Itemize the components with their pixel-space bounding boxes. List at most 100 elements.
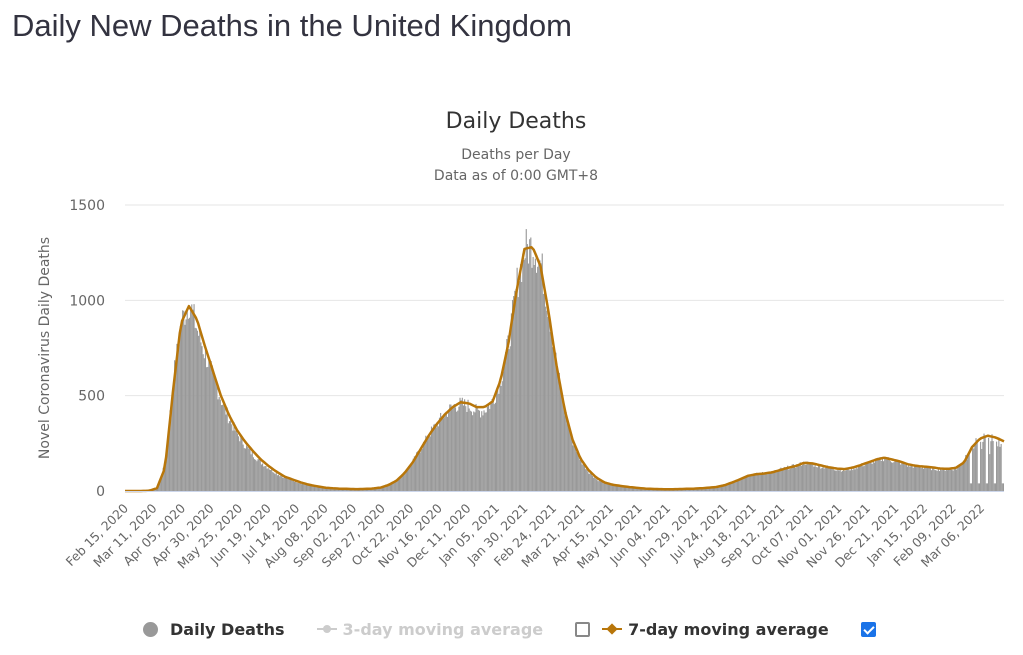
daily-bar bbox=[330, 488, 332, 491]
daily-bar bbox=[381, 487, 383, 491]
daily-bar bbox=[255, 459, 257, 491]
7day-average-checkbox[interactable] bbox=[860, 621, 876, 637]
daily-bar bbox=[913, 464, 915, 491]
daily-bar bbox=[890, 462, 893, 491]
daily-bar bbox=[254, 459, 256, 491]
daily-bar bbox=[164, 464, 167, 491]
daily-bar bbox=[701, 488, 703, 491]
daily-bar bbox=[717, 486, 719, 491]
daily-bar bbox=[716, 487, 718, 491]
daily-bar bbox=[601, 481, 603, 491]
daily-deaths-chart: Daily Deaths Deaths per Day Data as of 0… bbox=[37, 109, 1005, 572]
daily-bar bbox=[998, 437, 1000, 491]
daily-bar bbox=[582, 464, 584, 491]
daily-bar bbox=[604, 482, 606, 491]
daily-bar bbox=[553, 346, 555, 491]
daily-bar bbox=[926, 467, 928, 491]
daily-bar bbox=[797, 466, 799, 491]
daily-bar bbox=[571, 434, 573, 491]
daily-bar bbox=[879, 457, 881, 491]
daily-bar bbox=[551, 347, 554, 491]
daily-bar bbox=[621, 486, 623, 491]
legend-item-3day-average[interactable]: 3-day moving average bbox=[316, 620, 543, 639]
daily-bar bbox=[828, 467, 830, 491]
daily-bar bbox=[556, 369, 558, 491]
daily-bar bbox=[820, 468, 822, 491]
daily-bar bbox=[817, 464, 820, 491]
daily-bar bbox=[530, 237, 532, 491]
daily-bar bbox=[177, 346, 179, 491]
daily-bar bbox=[919, 466, 921, 491]
3day-average-line-icon bbox=[316, 623, 337, 635]
daily-bar bbox=[485, 412, 487, 491]
daily-bar bbox=[236, 433, 239, 491]
daily-bar bbox=[720, 485, 723, 491]
daily-bar bbox=[790, 466, 792, 491]
daily-bar bbox=[563, 406, 565, 491]
daily-bar bbox=[211, 365, 213, 491]
daily-bar bbox=[267, 468, 269, 491]
daily-bar bbox=[203, 358, 205, 491]
daily-bar bbox=[305, 484, 307, 491]
daily-bar bbox=[807, 461, 809, 491]
daily-bar bbox=[461, 397, 463, 491]
daily-bar bbox=[433, 424, 435, 491]
daily-bar bbox=[251, 451, 253, 491]
daily-bar bbox=[941, 470, 943, 491]
daily-bar bbox=[976, 441, 978, 491]
legend-label-daily-deaths: Daily Deaths bbox=[170, 619, 285, 639]
daily-bar bbox=[742, 478, 744, 491]
y-axis-ticks: 0 500 1000 1500 bbox=[69, 198, 105, 500]
daily-bar bbox=[968, 453, 970, 491]
daily-bar bbox=[581, 464, 583, 491]
daily-bar bbox=[900, 464, 902, 491]
legend-item-7day-average[interactable]: 7-day moving average bbox=[602, 620, 829, 639]
daily-bar bbox=[589, 473, 591, 491]
daily-bar bbox=[772, 471, 774, 491]
daily-bar bbox=[566, 423, 568, 491]
daily-bar bbox=[196, 330, 199, 491]
daily-bar bbox=[855, 467, 857, 491]
daily-bar bbox=[569, 429, 571, 491]
daily-bar bbox=[246, 445, 248, 491]
daily-bar bbox=[248, 448, 250, 491]
daily-bar bbox=[418, 451, 420, 491]
daily-bar bbox=[736, 481, 739, 491]
chart-subtitle-line-2: Data as of 0:00 GMT+8 bbox=[434, 168, 598, 184]
daily-bar bbox=[806, 461, 808, 491]
daily-bar bbox=[695, 488, 697, 491]
daily-bar bbox=[838, 470, 840, 491]
daily-bar bbox=[864, 463, 866, 491]
daily-bar bbox=[709, 487, 711, 491]
daily-bar bbox=[996, 441, 998, 491]
daily-bar bbox=[239, 441, 241, 491]
daily-bar bbox=[846, 469, 848, 491]
daily-bar bbox=[546, 310, 548, 491]
legend-item-daily-deaths[interactable]: Daily Deaths bbox=[143, 620, 285, 639]
daily-bar bbox=[484, 412, 486, 491]
daily-bar bbox=[696, 488, 699, 491]
daily-bar bbox=[561, 395, 563, 491]
daily-bar bbox=[575, 452, 578, 491]
daily-bar bbox=[307, 485, 309, 491]
daily-bar bbox=[768, 472, 770, 491]
daily-bar bbox=[168, 430, 170, 491]
daily-bar bbox=[573, 444, 575, 491]
daily-bar bbox=[803, 461, 805, 491]
daily-bar bbox=[321, 487, 323, 491]
daily-bar bbox=[811, 464, 813, 491]
daily-bar bbox=[619, 485, 621, 491]
daily-bar bbox=[421, 448, 423, 491]
daily-bar bbox=[459, 397, 461, 491]
daily-bar bbox=[449, 404, 451, 491]
daily-bar bbox=[222, 404, 224, 491]
daily-bar bbox=[301, 483, 304, 491]
daily-bar bbox=[590, 473, 592, 491]
3day-average-checkbox[interactable] bbox=[575, 621, 591, 637]
daily-bar bbox=[593, 477, 595, 491]
daily-bar bbox=[470, 411, 473, 491]
daily-bar bbox=[577, 450, 579, 491]
chart-title: Daily Deaths bbox=[446, 109, 587, 134]
daily-bar bbox=[291, 480, 293, 491]
daily-bar bbox=[766, 474, 768, 491]
